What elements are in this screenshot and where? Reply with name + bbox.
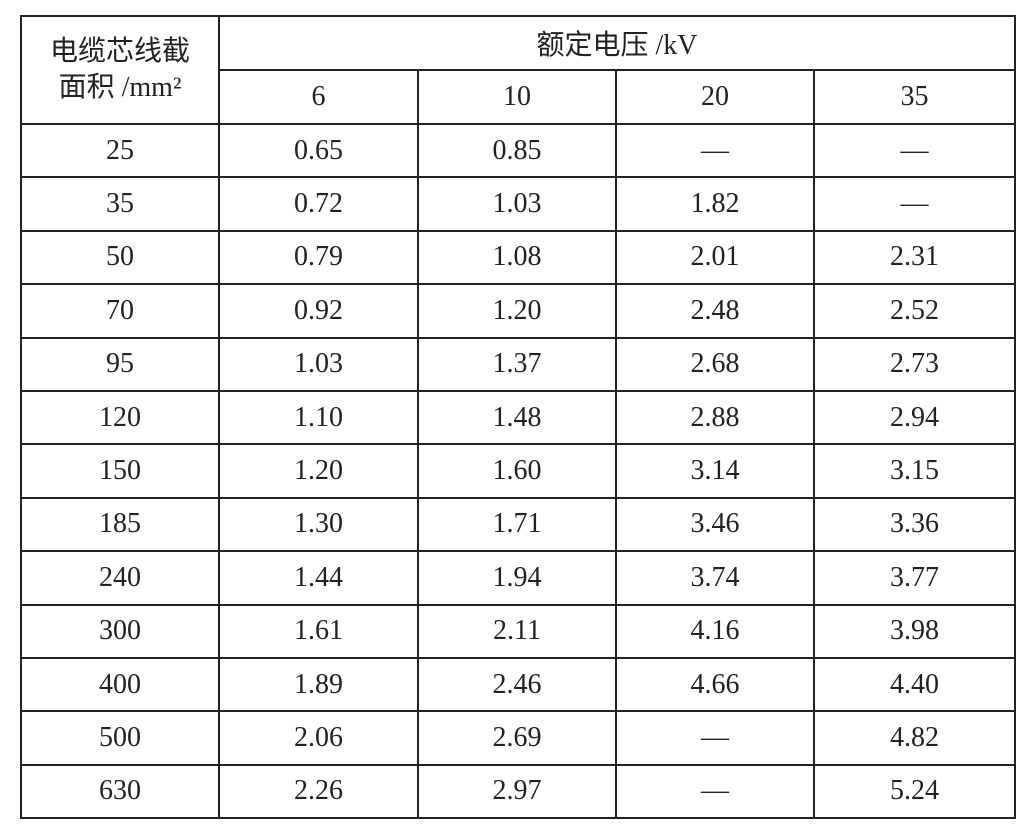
table-cell: — [615, 710, 815, 766]
row-label: 630 [20, 763, 220, 820]
row-label: 300 [20, 603, 220, 659]
table-row: 35 0.72 1.03 1.82— [20, 176, 1017, 232]
table-cell: 4.40 [812, 656, 1017, 713]
table-cell: 1.94 [417, 550, 617, 606]
column-header: 20 [615, 69, 815, 125]
table-cell: 1.82 [615, 176, 815, 232]
table-cell: 3.77 [812, 550, 1017, 606]
table-cell: 0.65 [218, 122, 419, 179]
table-cell: — [615, 763, 815, 820]
table-cell: 0.79 [218, 229, 419, 286]
table-cell: 3.46 [615, 496, 815, 553]
table-cell: 1.44 [218, 550, 419, 606]
column-header: 10 [417, 69, 617, 125]
table-cell: 1.60 [417, 443, 617, 499]
table-cell: 1.20 [417, 283, 617, 339]
table-cell: 2.46 [417, 656, 617, 713]
table-cell: 4.16 [615, 603, 815, 659]
table-cell: 2.01 [615, 229, 815, 286]
table-row: 120 1.10 1.48 2.88 2.94 [20, 389, 1017, 446]
group-header: 额定电压 /kV [217, 15, 1017, 71]
table-cell: — [812, 122, 1017, 179]
table-cell: 2.73 [812, 336, 1017, 392]
table-cell: 0.92 [218, 283, 419, 339]
table-cell: 1.89 [218, 656, 419, 713]
table-cell: 3.14 [615, 443, 815, 499]
table-cell: — [615, 122, 815, 179]
table-cell: 1.61 [218, 603, 419, 659]
table-cell: 1.37 [417, 336, 617, 392]
table-row: 50 0.79 1.08 2.01 2.31 [20, 229, 1017, 286]
row-label: 120 [20, 389, 220, 446]
row-label: 25 [20, 122, 220, 179]
table-cell: 2.11 [417, 603, 617, 659]
row-label: 50 [20, 229, 220, 286]
table-cell: 2.31 [812, 229, 1017, 286]
table-cell: 2.94 [812, 389, 1017, 446]
table-row: 95 1.03 1.37 2.68 2.73 [20, 336, 1017, 392]
table-cell: 4.82 [812, 710, 1017, 766]
row-label: 240 [20, 550, 220, 606]
table-cell: 2.26 [218, 763, 419, 820]
table-cell: 0.85 [417, 122, 617, 179]
table-cell: 1.03 [218, 336, 419, 392]
table-cell: 1.48 [417, 389, 617, 446]
table-cell: 1.10 [218, 389, 419, 446]
row-label: 35 [20, 176, 220, 232]
table-cell: 3.36 [812, 496, 1017, 553]
table-row: 185 1.30 1.71 3.46 3.36 [20, 496, 1017, 553]
table-cell: 3.74 [615, 550, 815, 606]
table-cell: 2.48 [615, 283, 815, 339]
table-cell: 2.88 [615, 389, 815, 446]
row-label: 150 [20, 443, 220, 499]
row-label: 400 [20, 656, 220, 713]
table-cell: — [812, 176, 1017, 232]
row-label: 95 [20, 336, 220, 392]
table-cell: 4.66 [615, 656, 815, 713]
column-header: 35 [812, 69, 1017, 125]
table-cell: 1.20 [218, 443, 419, 499]
table-cell: 2.97 [417, 763, 617, 820]
row-label: 500 [20, 710, 220, 766]
table-cell: 0.72 [218, 176, 419, 232]
table-cell: 2.52 [812, 283, 1017, 339]
table-row: 240 1.44 1.94 3.74 3.77 [20, 550, 1017, 606]
row-header: 电缆芯线截 面积 /mm² [20, 15, 220, 125]
header-line: 面积 /mm² [58, 72, 182, 103]
data-table: 电缆芯线截 面积 /mm² 额定电压 /kV 6 10 20 35 25 0.65 0.8… [20, 15, 1017, 820]
table-cell: 2.69 [417, 710, 617, 766]
table-cell: 3.98 [812, 603, 1017, 659]
header-line: 电缆芯线截 [49, 36, 190, 67]
column-header: 6 [218, 69, 419, 125]
table-row: 630 2.26 2.97—5.24 [20, 763, 1017, 820]
table-cell: 1.30 [218, 496, 419, 553]
table-cell: 1.08 [417, 229, 617, 286]
table-cell: 5.24 [812, 763, 1017, 820]
table-cell: 2.06 [218, 710, 419, 766]
table-row: 400 1.89 2.46 4.66 4.40 [20, 656, 1017, 713]
table-row: 70 0.92 1.20 2.48 2.52 [20, 283, 1017, 339]
table-row: 300 1.61 2.11 4.16 3.98 [20, 603, 1017, 659]
table-cell: 2.68 [615, 336, 815, 392]
table-row: 25 0.65 0.85— — [20, 122, 1017, 179]
table-cell: 1.71 [417, 496, 617, 553]
table-row: 500 2.06 2.69—4.82 [20, 710, 1017, 766]
row-label: 70 [20, 283, 220, 339]
table-cell: 1.03 [417, 176, 617, 232]
table-row: 150 1.20 1.60 3.14 3.15 [20, 443, 1017, 499]
row-label: 185 [20, 496, 220, 553]
table-cell: 3.15 [812, 443, 1017, 499]
